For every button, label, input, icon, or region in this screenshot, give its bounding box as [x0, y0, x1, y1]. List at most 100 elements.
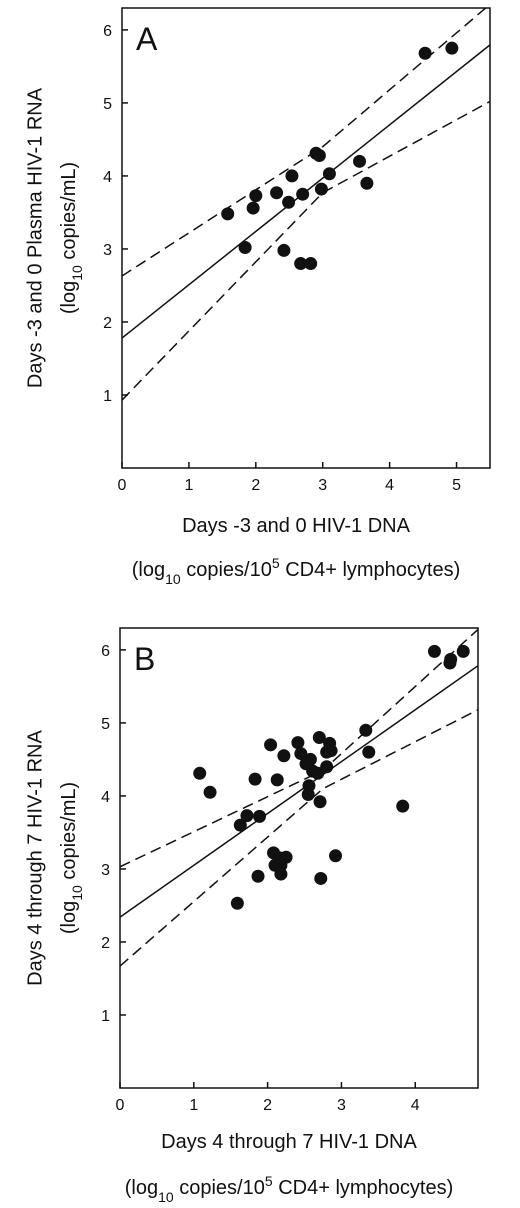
panel-b-data-point: [359, 723, 373, 737]
panel-a-upper-confidence-band: [122, 8, 487, 277]
panel-a-data-point: [294, 257, 308, 271]
panel-b-data-point: [329, 849, 343, 863]
panel-a-data-point: [270, 186, 284, 200]
panel-b-data-point: [203, 785, 217, 799]
panel-a-x-tick-label: 0: [118, 477, 127, 494]
panel-b-y-tick-label: 6: [101, 643, 110, 660]
panel-a-data-point: [418, 46, 432, 60]
panel-b-ylabel-line1: Days 4 through 7 HIV-1 RNA: [24, 730, 46, 986]
panel-a-data-point: [353, 154, 367, 168]
panel-b-data-point: [253, 809, 267, 823]
panel-b-data-point: [320, 760, 334, 774]
panel-a-x-tick-label: 5: [452, 477, 461, 494]
panel-b-data-point: [291, 736, 305, 750]
panel-b-data-point: [396, 799, 410, 813]
panel-a: 0 1 2 3 4 5 1 2 3 4 5 6 A Days -3 and 0 HIV-1 DNA (…: [24, 7, 491, 587]
panel-b-ylabel-line2: (log10 copies/mL): [58, 782, 84, 934]
panel-b-data-point: [312, 731, 326, 745]
panel-b-ylabel-subscript: 10: [69, 885, 85, 901]
panel-a-y-tick-label: 3: [103, 242, 112, 259]
panel-a-ylabel-line2: (log10 copies/mL): [58, 162, 84, 314]
panel-b-data-point: [279, 850, 293, 864]
panel-b-data-point: [230, 896, 244, 910]
panel-a-ylabel-part: (log: [58, 281, 80, 314]
panel-a-data-point: [246, 201, 260, 215]
panel-b-y-tick-label: 3: [101, 862, 110, 879]
panel-a-data-point: [322, 167, 336, 181]
panel-b-xlabel-line2: (log10 copies/105 CD4+ lymphocytes): [125, 1173, 454, 1205]
panel-b-data-point: [294, 747, 308, 761]
panel-b-data-point: [233, 818, 247, 832]
panel-b-data-point: [302, 779, 316, 793]
panel-b: 0 1 2 3 4 1 2 3 4 5 6 B Days 4 through 7 HIV-1 DNA…: [24, 627, 479, 1205]
panel-a-data-point: [360, 176, 374, 190]
panel-b-x-tick-label: 3: [337, 1097, 346, 1114]
panel-a-x-tick-label: 2: [251, 477, 260, 494]
panel-b-data-point: [314, 871, 328, 885]
panel-b-xlabel-subscript: 10: [158, 1189, 174, 1205]
panel-b-xlabel-line1: Days 4 through 7 HIV-1 DNA: [161, 1131, 417, 1153]
panel-b-data-point: [251, 869, 265, 883]
panel-b-confidence-bands: [120, 628, 478, 967]
panel-a-data-point: [314, 182, 328, 196]
panel-a-x-tick-label: 3: [318, 477, 327, 494]
panel-a-y-tick-label: 5: [103, 96, 112, 113]
panel-a-x-tick-label: 4: [385, 477, 394, 494]
panel-a-data-point: [304, 257, 318, 271]
panel-b-x-tick-label: 0: [116, 1097, 125, 1114]
panel-a-y-tick-label: 4: [103, 169, 112, 186]
panel-b-x-tick-label: 4: [411, 1097, 420, 1114]
panel-b-letter: B: [134, 641, 155, 677]
panel-a-xlabel-superscript: 5: [272, 555, 280, 571]
panel-a-data-point: [221, 207, 235, 221]
panel-a-ylabel-subscript: 10: [69, 265, 85, 281]
panel-a-data-point: [282, 195, 296, 209]
panel-a-data-point: [277, 243, 291, 257]
panel-a-xlabel-subscript: 10: [165, 571, 181, 587]
panel-b-data-point: [274, 867, 288, 881]
panel-b-data-point: [311, 766, 325, 780]
panel-b-data-point: [303, 752, 317, 766]
panel-a-data-point: [312, 148, 326, 162]
panel-a-data-point: [249, 189, 263, 203]
panel-b-y-tick-label: 1: [101, 1008, 110, 1025]
panel-a-data-point: [285, 169, 299, 183]
panel-b-y-tick-label: 5: [101, 716, 110, 733]
panel-a-letter: A: [136, 21, 158, 57]
panel-a-ylabel-part: copies/mL): [58, 162, 80, 265]
panel-b-xlabel-part: CD4+ lymphocytes): [273, 1177, 454, 1199]
panel-b-ylabel-part: copies/mL): [58, 782, 80, 885]
panel-b-data-point: [324, 744, 338, 758]
panel-a-xlabel-part: (log: [132, 559, 165, 581]
panel-a-ylabel-line1: Days -3 and 0 Plasma HIV-1 RNA: [24, 87, 46, 388]
panel-b-xlabel-superscript: 5: [265, 1173, 273, 1189]
panel-a-xlabel-part: CD4+ lymphocytes): [280, 559, 461, 581]
panel-b-data-point: [444, 652, 458, 666]
panel-a-xlabel-line2: (log10 copies/105 CD4+ lymphocytes): [132, 555, 461, 587]
panel-a-points: [221, 41, 459, 271]
panel-b-x-tick-label: 1: [189, 1097, 198, 1114]
panel-b-ylabel-part: (log: [58, 901, 80, 934]
panel-a-data-point: [296, 187, 310, 201]
panel-b-data-point: [456, 644, 470, 658]
panel-a-frame: [121, 7, 491, 469]
panel-a-ticks: 0 1 2 3 4 5 1 2 3 4 5 6: [103, 23, 461, 494]
panel-b-y-tick-label: 4: [101, 789, 110, 806]
panel-a-confidence-bands: [122, 8, 490, 401]
panel-b-xlabel-part: (log: [125, 1177, 158, 1199]
panel-a-data-point: [445, 41, 459, 55]
panel-b-data-point: [313, 795, 327, 809]
panel-b-regression-line: [120, 665, 478, 918]
panel-a-xlabel-part: copies/10: [181, 559, 272, 581]
panel-b-data-point: [362, 745, 376, 759]
panel-a-y-tick-label: 1: [103, 388, 112, 405]
panel-b-xlabel-part: copies/10: [174, 1177, 265, 1199]
panel-a-lower-confidence-band: [122, 100, 490, 401]
panel-b-ticks: 0 1 2 3 4 1 2 3 4 5 6: [101, 643, 420, 1114]
panel-b-data-point: [427, 644, 441, 658]
panel-b-data-point: [240, 809, 254, 823]
panel-b-fit: [120, 665, 478, 918]
panel-b-data-point: [270, 773, 284, 787]
panel-a-xlabel-line1: Days -3 and 0 HIV-1 DNA: [182, 515, 411, 537]
